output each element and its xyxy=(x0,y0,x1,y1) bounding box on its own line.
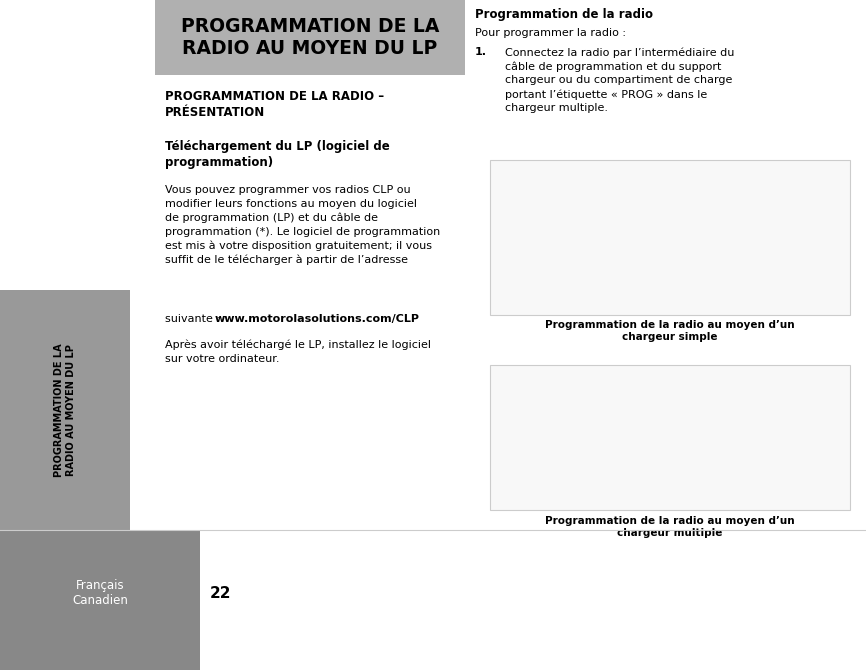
Text: 22: 22 xyxy=(210,586,231,600)
FancyBboxPatch shape xyxy=(155,0,465,75)
Text: PROGRAMMATION DE LA
RADIO AU MOYEN DU LP: PROGRAMMATION DE LA RADIO AU MOYEN DU LP xyxy=(181,17,439,58)
Text: Connectez la radio par l’intermédiaire du
câble de programmation et du support
c: Connectez la radio par l’intermédiaire d… xyxy=(505,47,734,113)
Text: Pour programmer la radio :: Pour programmer la radio : xyxy=(475,28,626,38)
FancyBboxPatch shape xyxy=(490,160,850,315)
Text: PROGRAMMATION DE LA RADIO –
PRÉSENTATION: PROGRAMMATION DE LA RADIO – PRÉSENTATION xyxy=(165,90,385,119)
Text: 1.: 1. xyxy=(475,47,487,57)
Text: Téléchargement du LP (logiciel de
programmation): Téléchargement du LP (logiciel de progra… xyxy=(165,140,390,169)
FancyBboxPatch shape xyxy=(0,530,200,670)
Text: Programmation de la radio au moyen d’un
chargeur simple: Programmation de la radio au moyen d’un … xyxy=(546,320,795,342)
Text: www.motorolasolutions.com/CLP: www.motorolasolutions.com/CLP xyxy=(215,314,419,324)
FancyBboxPatch shape xyxy=(490,365,850,510)
Text: Vous pouvez programmer vos radios CLP ou
modifier leurs fonctions au moyen du lo: Vous pouvez programmer vos radios CLP ou… xyxy=(165,185,440,265)
Text: Après avoir téléchargé le LP, installez le logiciel
sur votre ordinateur.: Après avoir téléchargé le LP, installez … xyxy=(165,340,431,364)
FancyBboxPatch shape xyxy=(0,290,130,530)
Text: Programmation de la radio: Programmation de la radio xyxy=(475,8,653,21)
Text: PROGRAMMATION DE LA
RADIO AU MOYEN DU LP: PROGRAMMATION DE LA RADIO AU MOYEN DU LP xyxy=(55,343,76,477)
Text: Programmation de la radio au moyen d’un
chargeur multiple: Programmation de la radio au moyen d’un … xyxy=(546,516,795,537)
Text: Français
Canadien: Français Canadien xyxy=(72,579,128,607)
Text: suivante :: suivante : xyxy=(165,314,223,324)
